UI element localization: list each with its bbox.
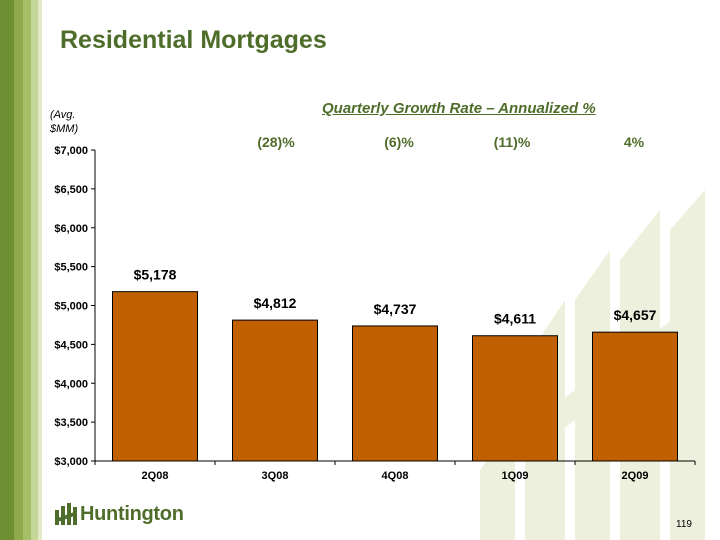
- slide-title: Residential Mortgages: [60, 26, 327, 54]
- y-tick-label: $5,500: [54, 262, 88, 274]
- bar-2q09: [592, 331, 678, 462]
- bar-2q08: [112, 291, 198, 462]
- y-tick-label: $6,500: [54, 184, 88, 196]
- y-tick-label: $3,000: [54, 456, 88, 468]
- huntington-logo-text: Huntington: [80, 503, 184, 525]
- y-axis-unit-label: (Avg. $MM): [50, 108, 78, 136]
- y-tick-label: $7,000: [54, 145, 88, 157]
- growth-rate-title: Quarterly Growth Rate – Annualized %: [322, 100, 596, 117]
- data-label-3q08: $4,812: [254, 295, 297, 311]
- bar-3q08: [232, 319, 318, 462]
- huntington-logo-icon: [55, 503, 77, 525]
- unit-label-line2: $MM): [50, 123, 79, 135]
- x-category-label-3q08: 3Q08: [262, 470, 289, 482]
- y-tick-label: $6,000: [54, 223, 88, 235]
- data-label-2q09: $4,657: [614, 307, 657, 323]
- bar-1q09: [472, 335, 558, 462]
- data-label-1q09: $4,611: [494, 311, 536, 327]
- growth-rate-2q09: 4%: [623, 134, 645, 150]
- growth-rate-1q09: (11)%: [493, 134, 531, 150]
- x-category-label-4q08: 4Q08: [382, 470, 409, 482]
- bar-4q08: [352, 325, 438, 462]
- decorative-left-stripes: [0, 0, 42, 540]
- data-label-4q08: $4,737: [374, 301, 417, 317]
- y-tick-label: $4,500: [54, 339, 88, 351]
- x-category-label-1q09: 1Q09: [502, 470, 529, 482]
- y-tick-label: $5,000: [54, 301, 88, 313]
- y-tick-label: $4,000: [54, 378, 88, 390]
- x-category-label-2q08: 2Q08: [142, 470, 169, 482]
- data-label-2q08: $5,178: [134, 267, 177, 283]
- unit-label-line1: (Avg.: [50, 109, 76, 121]
- y-tick-label: $3,500: [54, 417, 88, 429]
- x-category-label-2q09: 2Q09: [622, 470, 649, 482]
- growth-rate-4q08: (6)%: [384, 134, 414, 150]
- growth-rate-3q08: (28)%: [257, 134, 295, 150]
- page-number: 119: [676, 519, 692, 530]
